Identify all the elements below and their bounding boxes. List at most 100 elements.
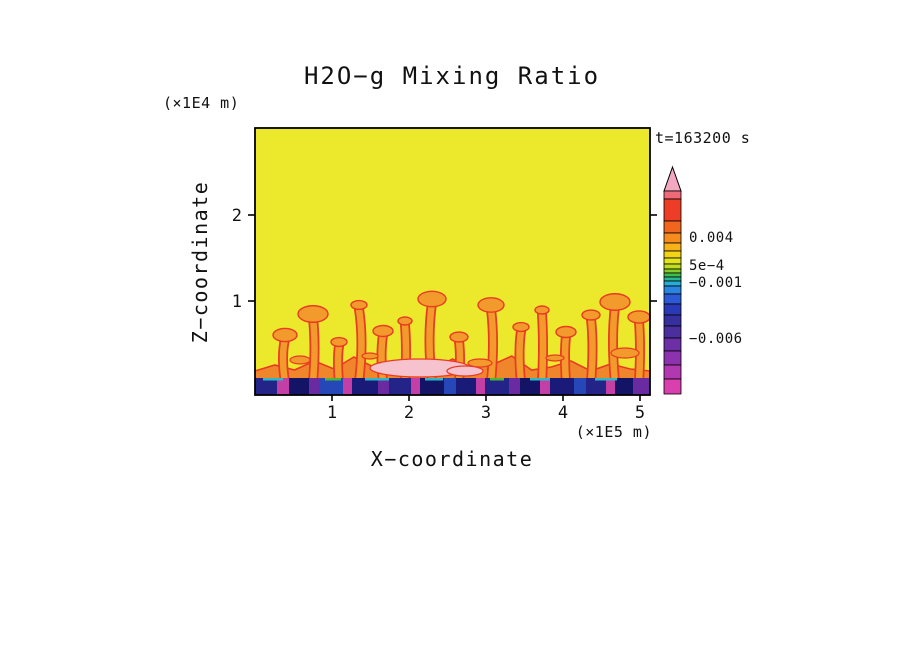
colorbar-label: 5e−4 <box>689 258 725 274</box>
y-axis-units: (×1E4 m) <box>163 94 239 112</box>
x-tick-label: 2 <box>404 403 414 423</box>
plume-stem <box>487 305 497 386</box>
plume-stem <box>561 332 570 386</box>
field-group <box>254 128 651 395</box>
colorbar-arrow <box>663 165 682 192</box>
colorbar-segment <box>663 198 682 222</box>
warm-pool <box>446 365 484 377</box>
colorbar-segment <box>663 263 682 270</box>
plume-fragment <box>467 358 493 368</box>
surface-strip-patch <box>485 378 509 395</box>
plume-cap <box>599 293 631 311</box>
plume-cap <box>627 310 651 324</box>
x-tick-label: 5 <box>635 403 645 423</box>
colorbar-segment <box>663 314 682 327</box>
plume-stem <box>355 305 365 386</box>
plume-cap <box>512 321 530 333</box>
surface-strip-patch <box>255 378 277 395</box>
x-tick-label: 4 <box>558 403 568 423</box>
plume-stem <box>609 302 619 386</box>
plume-cap <box>297 305 329 323</box>
surface-strip-patch <box>378 378 389 395</box>
surface-streak <box>595 378 617 381</box>
colorbar-segment <box>663 242 682 252</box>
plume-cap <box>330 336 348 348</box>
surface-strip-patch <box>389 378 411 395</box>
x-axis-units: (×1E5 m) <box>576 423 652 441</box>
colorbar-segment <box>663 350 682 366</box>
colorbar-label: −0.006 <box>689 331 743 347</box>
plume-cap <box>350 299 368 311</box>
plume-cap <box>417 290 447 308</box>
surface-strip-patch <box>343 378 352 395</box>
plume-cap <box>449 331 469 343</box>
surface-band-edge <box>254 355 651 372</box>
surface-strip-patch <box>309 378 319 395</box>
surface-strip-patch <box>586 378 606 395</box>
plume-fragment <box>610 347 640 359</box>
heatmap-field <box>254 128 651 395</box>
colorbar-segment <box>663 285 682 295</box>
plume-cap <box>397 316 413 326</box>
colorbar-segment <box>663 190 682 200</box>
colorbar-segment <box>663 250 682 259</box>
x-axis-label: X−coordinate <box>371 447 534 471</box>
plot-frame <box>254 127 651 396</box>
surface-strip-patch <box>456 378 476 395</box>
plume-stem <box>309 314 318 386</box>
y-tick-label: 1 <box>232 292 242 312</box>
plume-stem <box>378 331 387 386</box>
plume-stem <box>516 327 525 386</box>
surface-streak <box>263 378 283 381</box>
colorbar-segment <box>663 293 682 305</box>
plume-stem <box>538 310 547 386</box>
x-tick-label: 3 <box>481 403 491 423</box>
surface-strip-patch <box>277 378 289 395</box>
colorbar-segment <box>663 280 682 287</box>
colorbar-segment <box>663 268 682 274</box>
plot-title: H2O−g Mixing Ratio <box>304 62 600 90</box>
surface-strip-patch <box>550 378 574 395</box>
colorbar-segment <box>663 232 682 244</box>
colorbar-label: 0.004 <box>689 230 734 246</box>
colorbar-segment <box>663 220 682 234</box>
plume-cap <box>581 309 601 321</box>
surface-streak <box>425 378 443 381</box>
surface-strip-patch <box>574 378 586 395</box>
plume-stem <box>587 315 596 386</box>
plume-fragment <box>289 355 311 365</box>
surface-streak <box>530 378 550 381</box>
colorbar-label: −0.001 <box>689 275 743 291</box>
plume-stem <box>635 317 644 386</box>
colorbar-segment <box>663 364 682 380</box>
surface-strip-patch <box>289 378 309 395</box>
surface-streak <box>365 378 389 381</box>
surface-strip-patch <box>509 378 520 395</box>
time-annotation: t=163200 s <box>655 129 750 147</box>
y-tick-label: 2 <box>232 206 242 226</box>
surface-strip-patch <box>420 378 444 395</box>
plume-stem <box>455 337 464 386</box>
colorbar-segment <box>663 276 682 282</box>
plume-cap <box>272 327 298 343</box>
field-background <box>255 128 650 395</box>
surface-strip-patch <box>352 378 378 395</box>
colorbar-segment <box>663 378 682 395</box>
axis-ticks: 1 2 3 4 5 1 2 <box>232 206 657 423</box>
surface-strip-patch <box>444 378 456 395</box>
surface-strip-patch <box>411 378 420 395</box>
plume-stem <box>279 335 289 386</box>
colorbar-segment <box>663 303 682 316</box>
surface-strip-patch <box>615 378 633 395</box>
surface-strip-patch <box>520 378 540 395</box>
surface-strip-patch <box>476 378 485 395</box>
plume-cap <box>372 324 394 338</box>
plume-fragment <box>361 352 379 360</box>
surface-strip-patch <box>319 378 343 395</box>
surface-streak <box>325 378 341 381</box>
surface-strip-patch <box>540 378 550 395</box>
colorbar-segment <box>663 325 682 339</box>
surface-strip-patch <box>606 378 615 395</box>
